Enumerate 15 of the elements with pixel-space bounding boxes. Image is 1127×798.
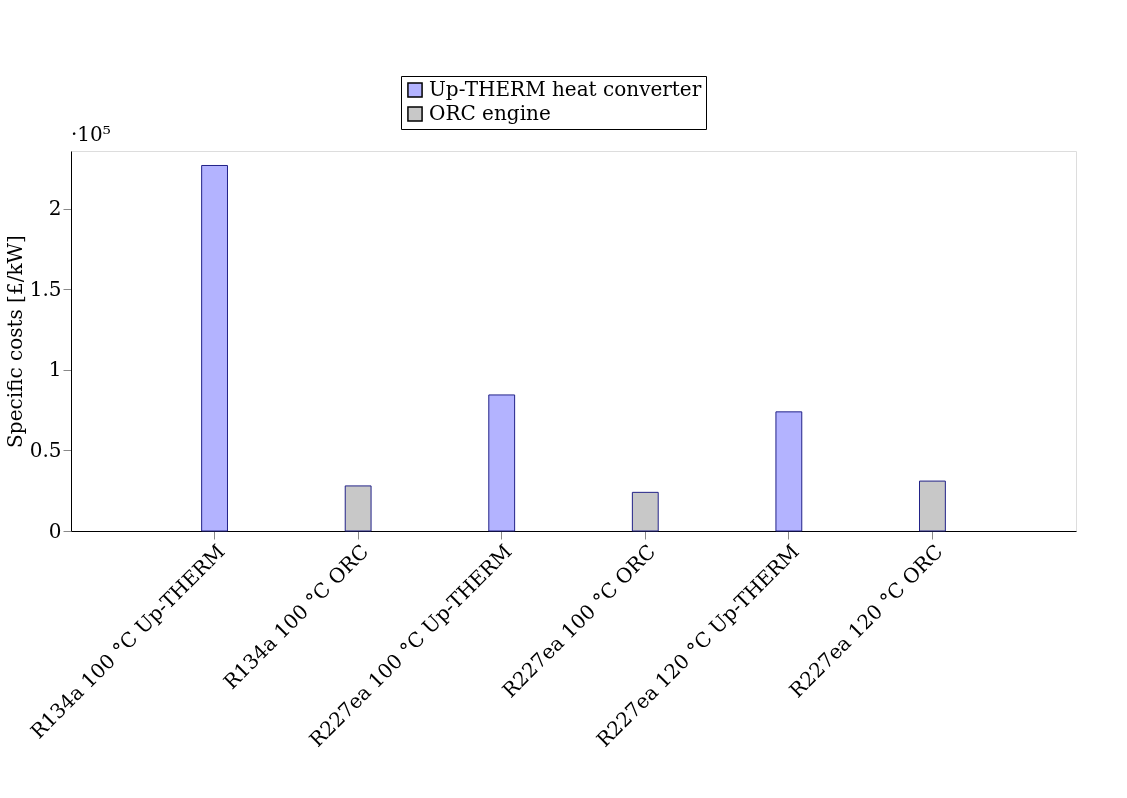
bar — [488, 394, 516, 532]
bar — [775, 411, 803, 532]
text: ·10⁵ — [71, 122, 111, 146]
y-tick-label: 2 — [48, 196, 62, 221]
bar — [344, 485, 372, 532]
bar — [919, 480, 946, 532]
y-axis-title: Specific costs [£/kW] — [2, 235, 27, 448]
legend-label: Up-THERM heat converter — [429, 77, 702, 101]
bar — [201, 164, 228, 532]
y-tick-label: 1.5 — [29, 276, 62, 301]
y-tick-label: 1 — [48, 357, 62, 382]
y-tick-label: 0.5 — [29, 437, 62, 462]
bar — [631, 491, 659, 532]
y-tick-label: 0 — [48, 518, 62, 543]
legend-label: ORC engine — [429, 101, 551, 125]
